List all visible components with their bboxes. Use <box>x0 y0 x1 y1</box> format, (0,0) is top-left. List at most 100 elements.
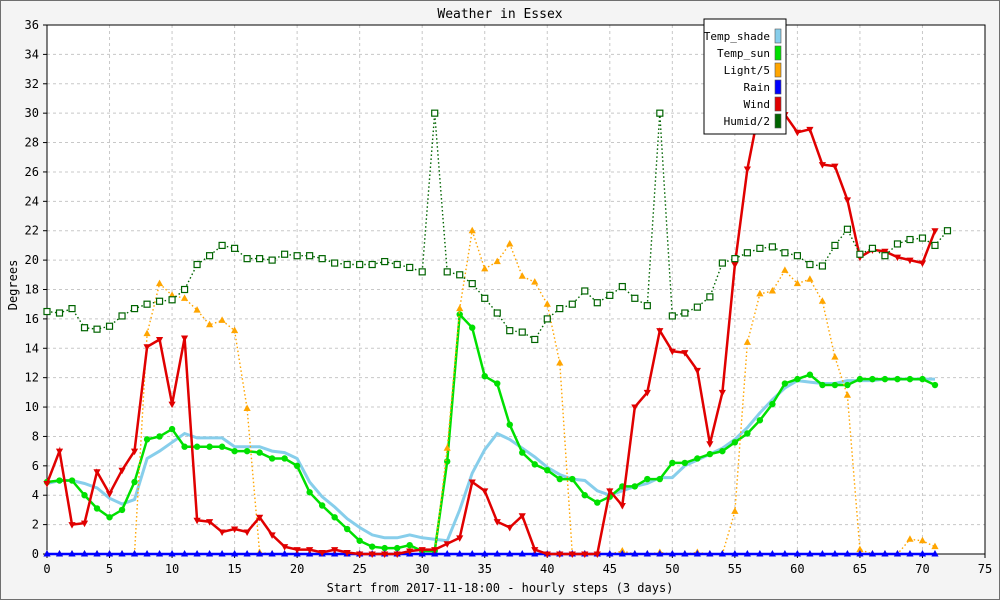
legend-label: Humid/2 <box>724 115 770 128</box>
humid-2-point <box>743 249 751 257</box>
wind-point <box>706 441 714 448</box>
y-tick-label: 32 <box>25 77 39 91</box>
temp-sun-point <box>531 461 538 468</box>
humid-2-point <box>768 243 776 251</box>
humid-2-point <box>418 268 426 276</box>
legend: Temp_shade Temp_sun Light/5 Rain Wind Humid/2 <box>703 18 787 135</box>
humid-2-point <box>881 252 889 260</box>
wind-point <box>543 551 551 558</box>
light-5-point <box>781 266 789 273</box>
temp-sun-point <box>669 459 676 467</box>
wind-point <box>693 367 701 375</box>
humid-2-point <box>443 268 451 276</box>
rain-point <box>168 550 176 557</box>
humid-2-point <box>381 257 389 266</box>
wind-point <box>931 228 939 235</box>
wind-point <box>443 541 451 548</box>
wind-point <box>118 467 126 475</box>
rain-point <box>155 550 164 557</box>
humid-2-point <box>643 302 651 310</box>
humid-2-point <box>256 255 264 263</box>
x-tick-label: 55 <box>728 562 742 576</box>
rain-point <box>43 550 51 557</box>
temp-sun-point <box>581 492 588 499</box>
wind-point <box>306 547 314 554</box>
legend-swatch-rain <box>774 79 782 95</box>
humid-2-point <box>393 260 401 269</box>
rain-point <box>743 550 751 557</box>
wind-point <box>456 535 464 542</box>
x-tick-label: 75 <box>978 562 992 576</box>
light-5-point <box>231 326 239 334</box>
light-5-point <box>556 358 564 366</box>
x-tick-label: 25 <box>352 562 366 576</box>
temp-sun-point <box>243 447 251 455</box>
temp-sun-point <box>156 433 163 440</box>
rain-point <box>731 550 739 557</box>
rain-point <box>518 550 526 557</box>
humid-2-point <box>831 241 839 250</box>
temp-sun-point <box>168 425 176 433</box>
wind-point <box>618 503 626 510</box>
y-tick-label: 30 <box>25 106 39 120</box>
wind-point <box>256 514 264 522</box>
wind-point <box>593 551 601 558</box>
humid-2-point <box>431 109 439 117</box>
humid-2-point <box>268 256 276 264</box>
wind-point <box>643 389 651 397</box>
rain-point <box>893 550 902 557</box>
temp-sun-point <box>631 483 639 490</box>
y-tick-label: 2 <box>32 518 39 532</box>
wind-point <box>556 551 564 558</box>
rain-point <box>93 550 101 557</box>
rain-point <box>268 550 276 557</box>
humid-2-point <box>55 309 64 317</box>
humid-2-point <box>556 305 564 313</box>
temp-sun-point <box>306 489 313 496</box>
wind-point <box>218 529 226 536</box>
rain-point <box>806 550 814 557</box>
humid-2-point <box>568 300 576 308</box>
wind-point <box>668 348 676 356</box>
humid-2-point <box>681 309 689 317</box>
temp-sun-point <box>193 443 201 450</box>
rain-point <box>818 550 827 557</box>
wind-point <box>105 491 114 498</box>
wind-point <box>193 517 201 525</box>
wind-point <box>406 548 414 556</box>
temp-sun-point <box>719 447 726 455</box>
wind-point <box>818 162 827 169</box>
wind-point <box>656 328 664 335</box>
wind-point <box>331 547 339 554</box>
wind-point <box>831 163 839 171</box>
temp-sun-point <box>331 514 338 521</box>
rain-point <box>918 550 927 557</box>
humid-2-point <box>343 260 351 269</box>
wind-point <box>506 525 514 532</box>
temp-sun-point <box>343 525 351 533</box>
temp-sun-point <box>644 475 651 483</box>
legend-swatch-wind <box>774 96 782 112</box>
temp-sun-point <box>781 380 789 387</box>
temp-sun-point <box>831 381 839 389</box>
rain-point <box>231 550 239 557</box>
rain-point <box>831 550 839 557</box>
temp-sun-point <box>494 380 501 387</box>
wind-point <box>281 544 289 551</box>
wind-point <box>143 344 151 351</box>
rain-point <box>468 550 476 557</box>
wind-point <box>418 547 426 554</box>
chart-title: Weather in Essex <box>437 7 562 22</box>
wind-point <box>906 257 914 265</box>
x-tick-label: 50 <box>665 562 679 576</box>
light-5-point <box>143 329 151 337</box>
temp-sun-point <box>268 455 276 462</box>
temp-sun-point <box>406 541 413 549</box>
humid-2-point <box>105 322 114 330</box>
y-tick-label: 4 <box>32 488 39 502</box>
y-tick-label: 34 <box>25 47 39 61</box>
rain-point <box>656 550 664 557</box>
humid-2-point <box>493 309 501 317</box>
light-5-point <box>456 304 464 312</box>
x-tick-label: 65 <box>853 562 867 576</box>
